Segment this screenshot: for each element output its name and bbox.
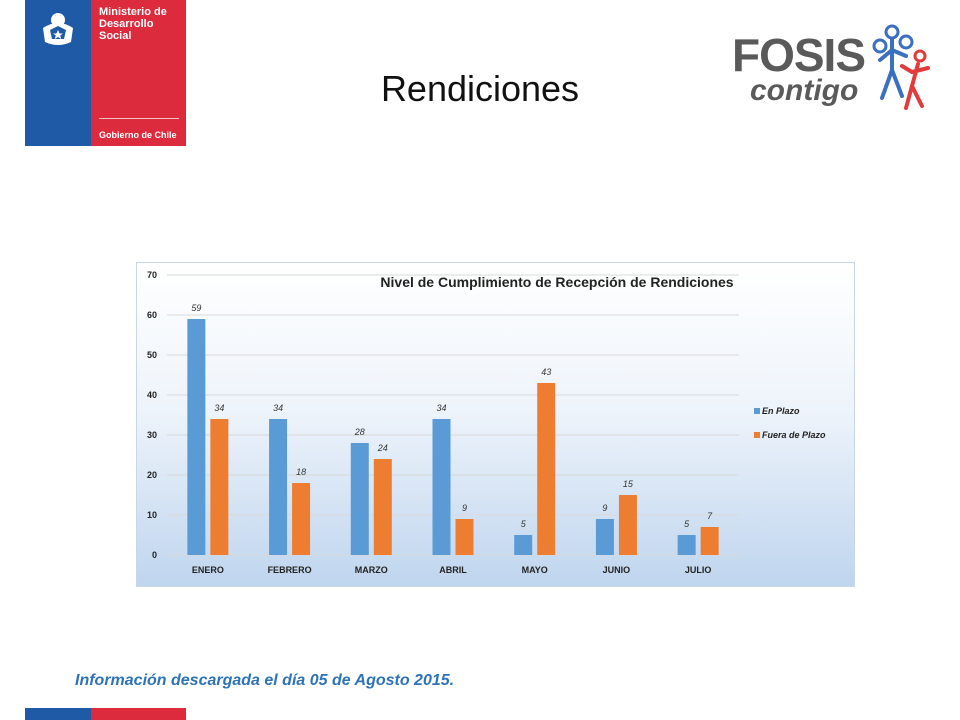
y-tick-label: 30 [147, 430, 157, 440]
data-label: 24 [377, 443, 388, 453]
y-tick-label: 10 [147, 510, 157, 520]
ministry-line-1: Ministerio de [99, 6, 167, 18]
ministry-line-2: Desarrollo [99, 18, 154, 30]
x-tick-label: ENERO [192, 565, 224, 575]
bar-en-plazo [350, 443, 369, 555]
bar-en-plazo [677, 535, 696, 555]
ministry-logo: Ministerio de Desarrollo Social Gobierno… [25, 0, 186, 146]
fosis-tagline: contigo [750, 74, 859, 107]
download-note: Información descargada el día 05 de Agos… [75, 672, 455, 689]
data-label: 59 [191, 303, 201, 313]
chile-crest-icon [43, 13, 73, 45]
legend-swatch [754, 432, 760, 438]
logo-blue-panel [25, 0, 91, 146]
ministry-name: Ministerio de Desarrollo Social [99, 6, 183, 42]
bar-fuera-de-plazo [700, 527, 719, 555]
data-label: 34 [436, 403, 446, 413]
x-tick-label: MAYO [522, 565, 548, 575]
footer-red-bar [91, 708, 186, 720]
fosis-wordmark: FOSIS [732, 29, 866, 81]
data-label: 5 [684, 519, 690, 529]
footer-blue-bar [25, 708, 91, 720]
data-label: 43 [541, 367, 551, 377]
data-label: 15 [623, 479, 634, 489]
logo-red-panel [91, 0, 186, 146]
bar-fuera-de-plazo [292, 483, 311, 555]
bar-en-plazo [432, 419, 451, 555]
y-tick-label: 20 [147, 470, 157, 480]
bar-fuera-de-plazo [618, 495, 637, 555]
y-tick-label: 40 [147, 390, 157, 400]
bar-en-plazo [187, 319, 206, 555]
page-title: Rendiciones [380, 68, 580, 109]
bar-en-plazo [269, 419, 288, 555]
bar-chart: 0 10 20 30 40 50 60 70 Nivel de Cumplimiento de … [147, 270, 826, 575]
bar-fuera-de-plazo [373, 459, 392, 555]
bar-fuera-de-plazo [455, 519, 474, 555]
x-tick-label: JUNIO [603, 565, 631, 575]
y-tick-label: 0 [152, 550, 157, 560]
x-tick-label: FEBRERO [268, 565, 312, 575]
y-tick-label: 70 [147, 270, 157, 280]
data-label: 9 [462, 503, 467, 513]
data-label: 34 [273, 403, 283, 413]
x-tick-label: JULIO [685, 565, 712, 575]
bar-en-plazo [595, 519, 614, 555]
data-label: 5 [521, 519, 527, 529]
data-label: 28 [354, 427, 365, 437]
chart-container: 0 10 20 30 40 50 60 70 Nivel de Cumplimiento de … [136, 262, 855, 587]
x-tick-label: MARZO [355, 565, 388, 575]
bar-fuera-de-plazo [537, 383, 556, 555]
data-label: 9 [602, 503, 607, 513]
logo-divider [99, 118, 179, 119]
people-figures-icon [872, 24, 930, 110]
legend-label: Fuera de Plazo [762, 430, 826, 440]
data-label: 34 [214, 403, 224, 413]
ministry-line-3: Social [99, 30, 132, 42]
legend-swatch [754, 408, 760, 414]
y-tick-label: 60 [147, 310, 157, 320]
bar-fuera-de-plazo [210, 419, 229, 555]
government-label: Gobierno de Chile [99, 130, 177, 140]
y-tick-label: 50 [147, 350, 157, 360]
legend-label: En Plazo [762, 406, 800, 416]
chart-title: Nivel de Cumplimiento de Recepción de Re… [380, 274, 733, 290]
bar-en-plazo [514, 535, 533, 555]
data-label: 7 [707, 511, 713, 521]
fosis-logo: FOSIS contigo [728, 18, 938, 118]
x-tick-label: ABRIL [439, 565, 467, 575]
data-label: 18 [296, 467, 306, 477]
